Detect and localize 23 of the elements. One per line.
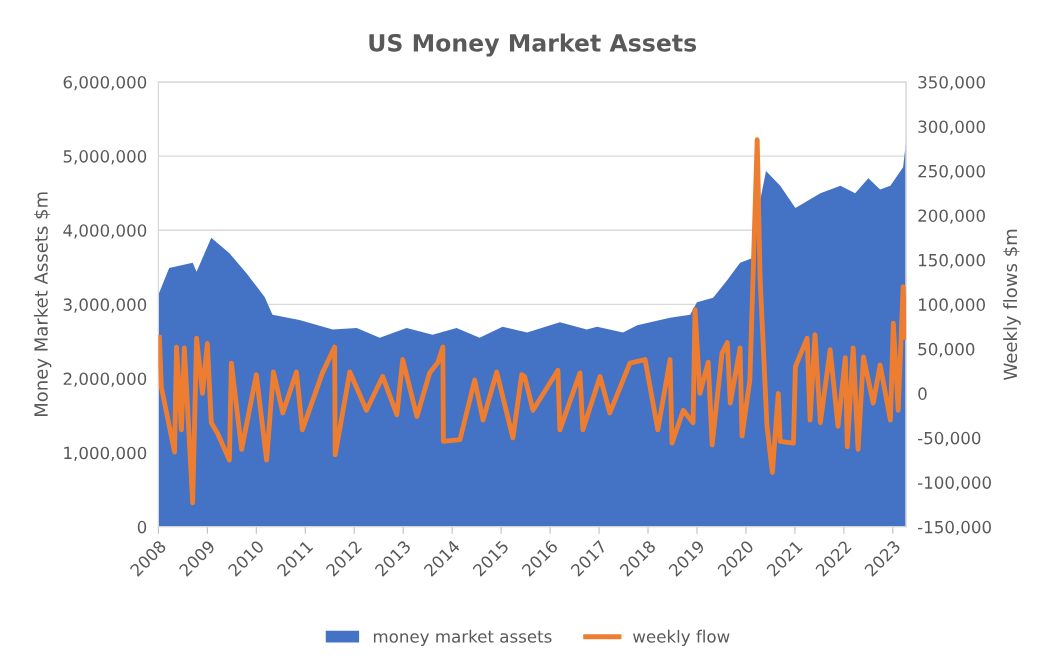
y2-tick-label: 350,000 xyxy=(918,75,985,91)
y-tick-label: 3,000,000 xyxy=(63,298,147,313)
legend-label: weekly flow xyxy=(633,629,730,646)
y-tick-label: 2,000,000 xyxy=(63,372,147,387)
y2-tick-label: 100,000 xyxy=(918,298,985,313)
y2-tick-label: -100,000 xyxy=(917,476,991,491)
y-tick-label: 6,000,000 xyxy=(63,75,147,91)
y-tick-label: 5,000,000 xyxy=(63,150,147,165)
y2-tick-label: 200,000 xyxy=(918,209,985,224)
y2-tick-label: 0 xyxy=(918,387,927,400)
y2-tick-label: 50,000 xyxy=(918,342,975,358)
y-tick-label: 1,000,000 xyxy=(64,446,147,461)
chart-title: US Money Market Assets xyxy=(369,33,697,57)
y2-tick-label: -150,000 xyxy=(917,520,991,536)
y-tick-label: 0 xyxy=(137,520,147,534)
y-axis-title: Money Market Assets $m xyxy=(33,192,52,417)
legend-label: money market assets xyxy=(373,629,552,646)
y2-tick-label: 150,000 xyxy=(918,253,985,269)
y2-tick-label: -50,000 xyxy=(917,431,981,447)
y-tick-label: 4,000,000 xyxy=(63,224,147,239)
y2-tick-label: 300,000 xyxy=(918,120,985,135)
y2-tick-label: 250,000 xyxy=(918,164,985,180)
y2-axis-title: Weekly flows $m xyxy=(1003,229,1021,380)
